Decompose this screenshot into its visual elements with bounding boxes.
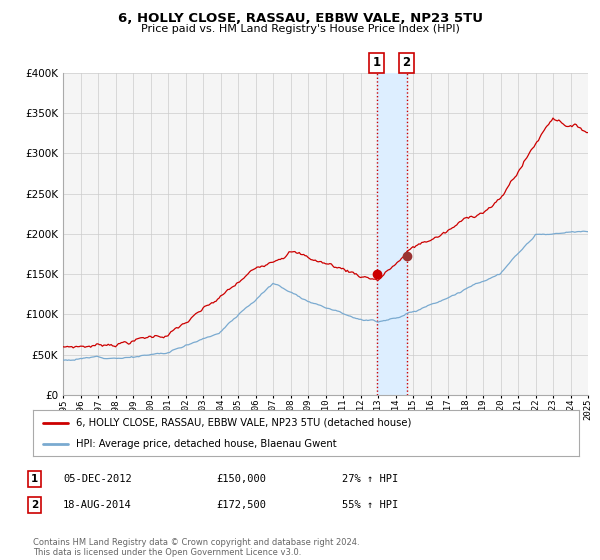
Text: HPI: Average price, detached house, Blaenau Gwent: HPI: Average price, detached house, Blae…	[76, 439, 336, 449]
Text: 1: 1	[31, 474, 38, 484]
Text: 05-DEC-2012: 05-DEC-2012	[63, 474, 132, 484]
Text: £150,000: £150,000	[216, 474, 266, 484]
Text: 6, HOLLY CLOSE, RASSAU, EBBW VALE, NP23 5TU: 6, HOLLY CLOSE, RASSAU, EBBW VALE, NP23 …	[118, 12, 482, 25]
Text: Price paid vs. HM Land Registry's House Price Index (HPI): Price paid vs. HM Land Registry's House …	[140, 24, 460, 34]
Text: 55% ↑ HPI: 55% ↑ HPI	[342, 500, 398, 510]
Text: 27% ↑ HPI: 27% ↑ HPI	[342, 474, 398, 484]
Text: 2: 2	[403, 56, 410, 69]
Text: 2: 2	[31, 500, 38, 510]
Text: Contains HM Land Registry data © Crown copyright and database right 2024.
This d: Contains HM Land Registry data © Crown c…	[33, 538, 359, 557]
Bar	[377, 73, 407, 395]
Text: £172,500: £172,500	[216, 500, 266, 510]
Text: 6, HOLLY CLOSE, RASSAU, EBBW VALE, NP23 5TU (detached house): 6, HOLLY CLOSE, RASSAU, EBBW VALE, NP23 …	[76, 418, 411, 428]
Text: 18-AUG-2014: 18-AUG-2014	[63, 500, 132, 510]
Text: 1: 1	[373, 56, 380, 69]
